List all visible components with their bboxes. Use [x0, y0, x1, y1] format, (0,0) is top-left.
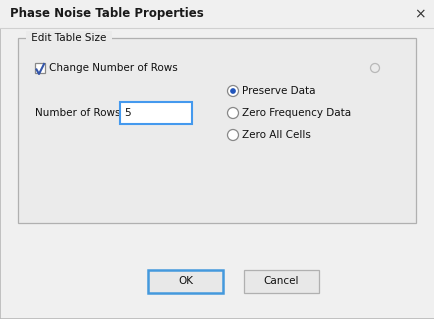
- Circle shape: [227, 108, 238, 118]
- Text: 5: 5: [124, 108, 130, 118]
- Circle shape: [230, 88, 235, 94]
- Bar: [120, 102, 191, 124]
- Text: Change Number of Rows: Change Number of Rows: [49, 63, 178, 73]
- Circle shape: [227, 85, 238, 97]
- Text: Zero Frequency Data: Zero Frequency Data: [242, 108, 351, 118]
- Text: Preserve Data: Preserve Data: [242, 86, 315, 96]
- Text: OK: OK: [178, 277, 193, 286]
- Bar: [148, 270, 223, 293]
- Text: Cancel: Cancel: [263, 277, 299, 286]
- Circle shape: [227, 130, 238, 140]
- Bar: [243, 270, 318, 293]
- Text: ×: ×: [413, 7, 425, 21]
- Text: Zero All Cells: Zero All Cells: [242, 130, 311, 140]
- Bar: [35, 63, 45, 73]
- Text: Phase Noise Table Properties: Phase Noise Table Properties: [10, 8, 203, 20]
- Text: Number of Rows: Number of Rows: [35, 108, 120, 118]
- Bar: [0, 0, 434, 28]
- Bar: [18, 38, 415, 223]
- Text: Edit Table Size: Edit Table Size: [28, 33, 109, 43]
